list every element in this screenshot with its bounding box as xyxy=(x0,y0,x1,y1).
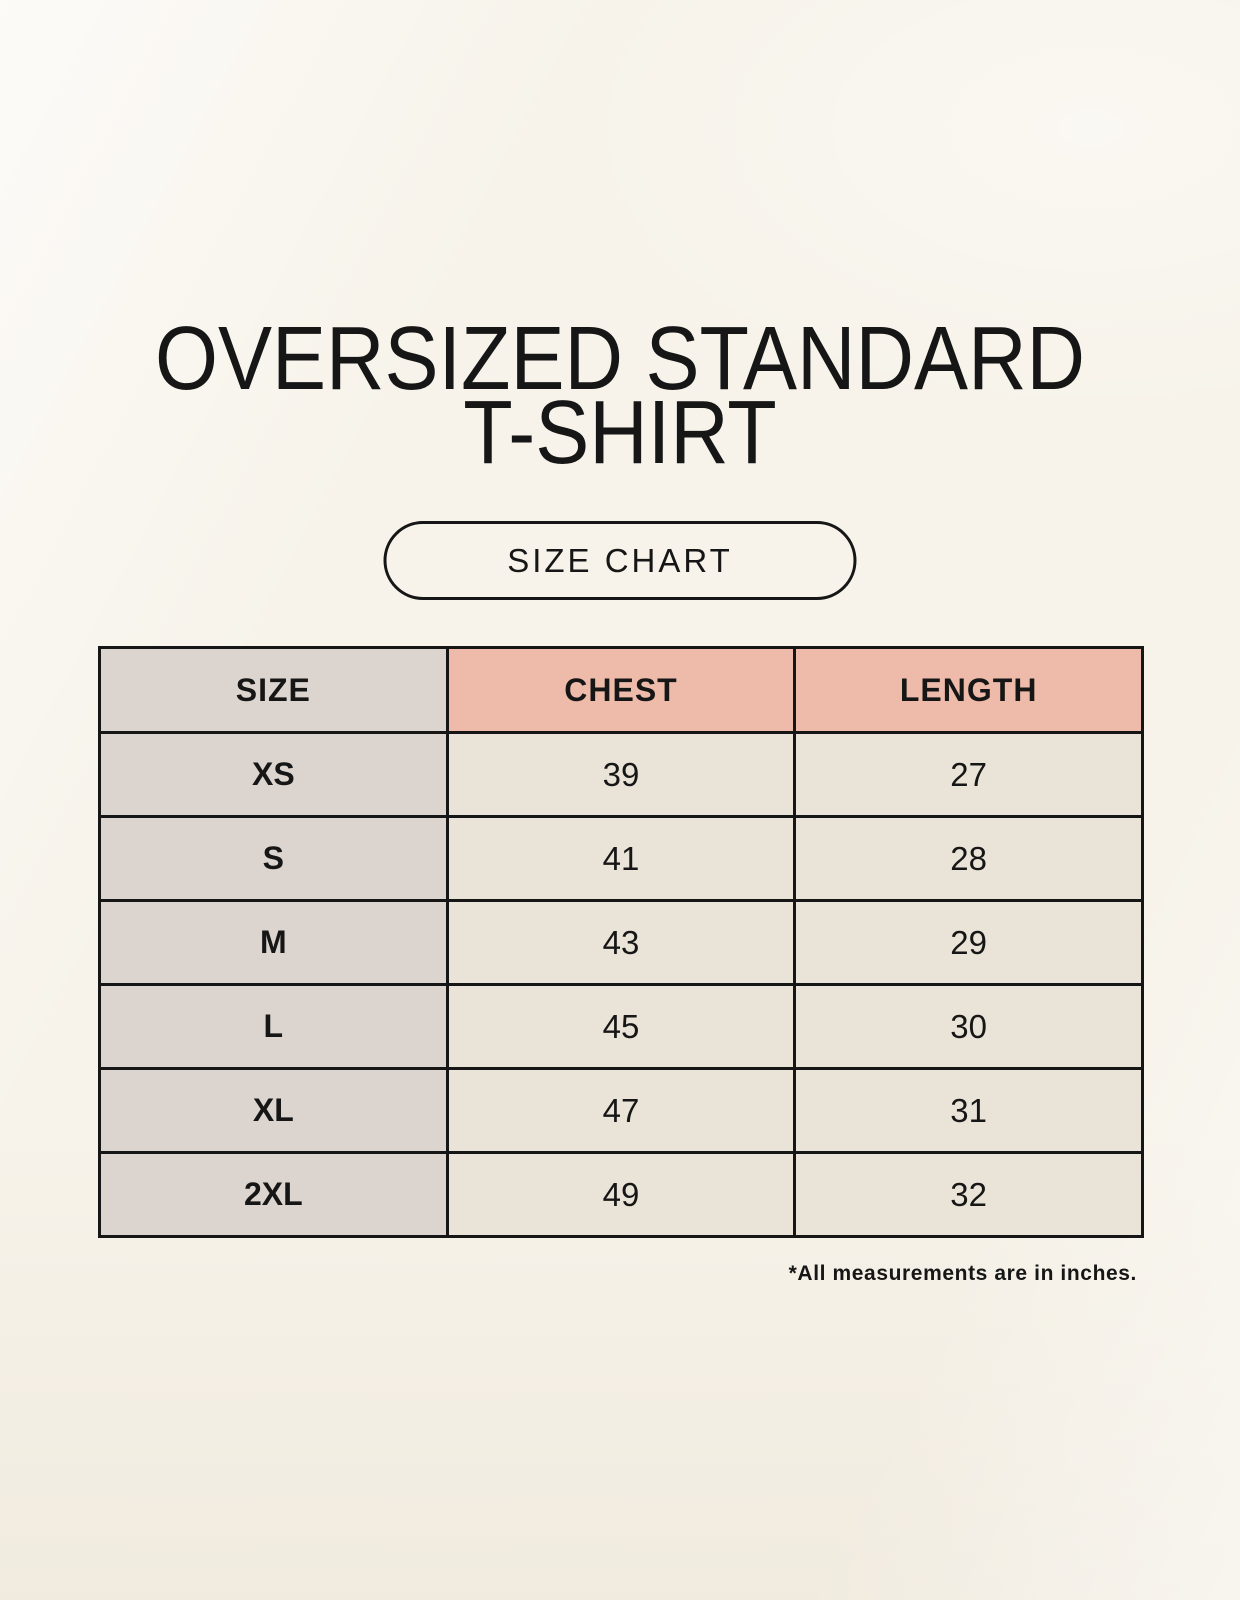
length-cell: 29 xyxy=(793,899,1144,986)
chest-cell: 47 xyxy=(445,1067,797,1154)
length-cell: 27 xyxy=(793,731,1144,818)
table-row: S 41 28 xyxy=(98,815,1144,902)
length-cell: 28 xyxy=(793,815,1144,902)
size-cell: XL xyxy=(98,1067,449,1154)
column-header-length: LENGTH xyxy=(793,646,1144,734)
measurements-footnote: *All measurements are in inches. xyxy=(788,1262,1137,1285)
length-cell: 32 xyxy=(793,1151,1144,1238)
size-chart-badge[interactable]: SIZE CHART xyxy=(383,521,857,600)
length-cell: 30 xyxy=(793,983,1144,1070)
table-row: L 45 30 xyxy=(98,983,1144,1070)
size-cell: 2XL xyxy=(98,1151,449,1238)
table-row: 2XL 49 32 xyxy=(98,1151,1144,1238)
size-cell: M xyxy=(98,899,449,986)
chest-cell: 41 xyxy=(445,815,797,902)
table-row: XL 47 31 xyxy=(98,1067,1144,1154)
size-cell: S xyxy=(98,815,449,902)
page-title-line-2: T-SHIRT xyxy=(463,383,777,483)
chest-cell: 45 xyxy=(445,983,797,1070)
size-cell: XS xyxy=(98,731,449,818)
size-chart-badge-label: SIZE CHART xyxy=(507,541,733,579)
table-header-row: SIZE CHEST LENGTH xyxy=(98,646,1144,734)
column-header-size: SIZE xyxy=(98,646,449,734)
size-chart-table: SIZE CHEST LENGTH XS 39 27 S 41 28 M 43 … xyxy=(98,646,1144,1238)
table-row: XS 39 27 xyxy=(98,731,1144,818)
length-cell: 31 xyxy=(793,1067,1144,1154)
column-header-chest: CHEST xyxy=(445,646,797,734)
chest-cell: 43 xyxy=(445,899,797,986)
size-cell: L xyxy=(98,983,449,1070)
page-title-line-1: OVERSIZED STANDARD xyxy=(154,309,1086,409)
chest-cell: 39 xyxy=(445,731,797,818)
table-row: M 43 29 xyxy=(98,899,1144,986)
chest-cell: 49 xyxy=(445,1151,797,1238)
page-title: OVERSIZED STANDARD T-SHIRT xyxy=(62,309,1178,483)
